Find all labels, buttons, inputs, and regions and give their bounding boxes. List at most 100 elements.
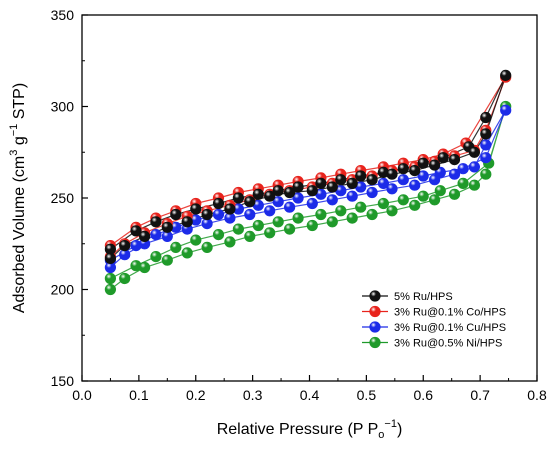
data-point — [326, 194, 338, 206]
data-point — [150, 216, 162, 228]
data-point — [306, 185, 318, 197]
data-point — [161, 221, 173, 233]
data-point — [201, 208, 213, 221]
data-point — [409, 199, 421, 211]
data-point — [480, 152, 492, 164]
legend-label: 3% Ru@0.5% Ni/HPS — [394, 338, 502, 350]
data-point — [366, 186, 378, 199]
data-point — [366, 174, 378, 186]
x-axis-title: Relative Pressure (P Po−1) — [217, 418, 403, 441]
data-point — [104, 272, 116, 285]
data-point — [480, 168, 492, 180]
data-point — [397, 194, 409, 206]
data-point — [429, 159, 441, 171]
data-point — [335, 205, 347, 217]
data-point — [130, 225, 142, 237]
data-point — [190, 234, 202, 246]
y-tick-label: 150 — [51, 373, 75, 389]
data-point — [335, 174, 347, 186]
data-point — [232, 192, 244, 204]
data-point — [104, 252, 116, 264]
data-point — [386, 205, 398, 217]
data-point — [224, 236, 236, 248]
data-point — [150, 251, 162, 263]
x-axis-title-subscript: o — [378, 429, 384, 441]
data-point — [212, 208, 225, 221]
data-point — [315, 208, 327, 221]
data-point — [397, 163, 409, 175]
data-point — [417, 170, 429, 182]
data-point — [306, 219, 318, 232]
x-axis-title-main: Relative Pressure (P P — [217, 421, 379, 438]
legend-label: 3% Ru@0.1% Co/HPS — [394, 307, 506, 319]
data-point — [429, 174, 441, 186]
data-point — [500, 69, 512, 81]
data-point — [366, 208, 378, 221]
x-tick-label: 0.5 — [357, 387, 377, 403]
x-tick-label: 0.2 — [186, 387, 206, 403]
data-point — [181, 247, 193, 259]
y-axis-title-sup1: 3 — [8, 150, 20, 156]
data-point — [264, 227, 276, 239]
data-point — [292, 192, 304, 204]
data-point — [417, 157, 429, 169]
data-point — [201, 241, 213, 253]
data-point — [252, 219, 264, 232]
legend-swatch-marker — [369, 305, 381, 318]
data-point — [161, 254, 173, 266]
x-tick-label: 0.7 — [470, 387, 490, 403]
data-point — [272, 216, 284, 228]
data-point — [437, 152, 449, 164]
x-tick-label: 0.3 — [243, 387, 263, 403]
data-point — [292, 212, 304, 224]
data-point — [409, 179, 421, 191]
data-point — [480, 139, 492, 151]
data-point — [264, 205, 276, 217]
data-point — [252, 188, 264, 200]
data-point — [264, 190, 276, 202]
data-point — [386, 168, 398, 180]
data-point — [468, 161, 481, 173]
data-marks — [104, 69, 512, 296]
legend-swatch-marker — [369, 321, 381, 333]
data-point — [355, 201, 367, 213]
data-point — [181, 216, 193, 228]
data-point — [377, 177, 390, 189]
legend-label: 5% Ru/HPS — [394, 291, 453, 303]
data-point — [468, 179, 481, 191]
data-point — [306, 197, 318, 210]
data-point — [434, 185, 446, 197]
data-point — [244, 196, 256, 208]
data-point — [429, 194, 441, 206]
y-axis-title-pre: Adsorbed Volume (cm — [11, 156, 28, 313]
data-point — [500, 104, 512, 116]
data-point — [232, 223, 244, 235]
data-point — [448, 154, 461, 166]
data-point — [457, 177, 469, 189]
data-point — [150, 229, 162, 241]
data-point — [315, 177, 327, 189]
data-point — [355, 170, 367, 182]
data-point — [326, 181, 338, 193]
data-point — [480, 111, 492, 124]
x-axis-title-close: ) — [397, 421, 402, 438]
series-line — [110, 106, 507, 290]
data-point — [104, 283, 116, 296]
data-point — [272, 196, 284, 208]
data-point — [170, 208, 182, 221]
data-point — [284, 186, 296, 199]
data-point — [272, 185, 284, 197]
x-tick-label: 0.6 — [414, 387, 434, 403]
data-point — [480, 128, 492, 140]
data-point — [119, 240, 131, 252]
data-point — [409, 165, 421, 177]
x-tick-label: 0.1 — [129, 387, 149, 403]
x-tick-label: 0.4 — [300, 387, 320, 403]
data-point — [377, 197, 390, 210]
data-point — [346, 212, 358, 224]
x-axis-title-superscript: −1 — [384, 418, 397, 430]
data-point — [170, 241, 182, 253]
data-point — [284, 201, 296, 213]
data-point — [468, 146, 481, 158]
data-point — [224, 203, 236, 215]
